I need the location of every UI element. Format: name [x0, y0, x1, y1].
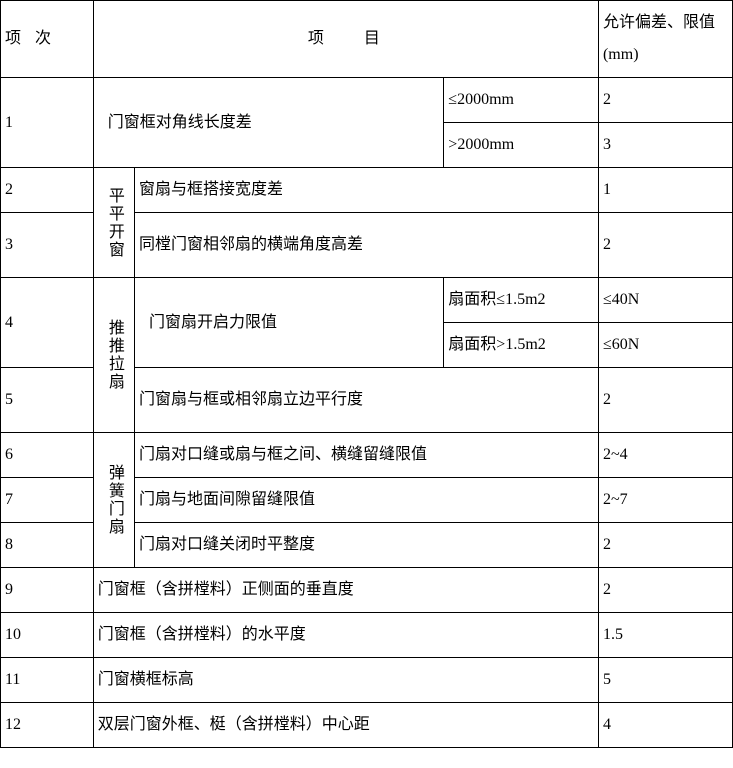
cell-value: 3 [598, 123, 732, 168]
header-item: 项目 [93, 1, 598, 78]
cell-sub: 扇面积≤1.5m2 [444, 278, 599, 323]
cell-value: 2 [598, 568, 732, 613]
cell-item: 门窗扇与框或相邻扇立边平行度 [135, 368, 599, 433]
cell-index: 3 [1, 213, 94, 278]
cell-value: 2 [598, 523, 732, 568]
cell-index: 11 [1, 658, 94, 703]
table-row: 1 门窗框对角线长度差 ≤2000mm 2 [1, 78, 733, 123]
cell-value: 2 [598, 78, 732, 123]
cell-value: ≤40N [598, 278, 732, 323]
header-tolerance-unit: (mm) [603, 46, 639, 63]
cell-item: 双层门窗外框、梃（含拼樘料）中心距 [93, 703, 598, 748]
group-label: 平平开窗 [93, 168, 134, 278]
cell-item: 门扇与地面间隙留缝限值 [135, 478, 599, 523]
table-row: 4 推推拉扇 门窗扇开启力限值 扇面积≤1.5m2 ≤40N [1, 278, 733, 323]
cell-item: 门扇对口缝关闭时平整度 [135, 523, 599, 568]
table-row: 12 双层门窗外框、梃（含拼樘料）中心距 4 [1, 703, 733, 748]
cell-index: 4 [1, 278, 94, 368]
table-row: 6 弹簧门扇 门扇对口缝或扇与框之间、横缝留缝限值 2~4 [1, 433, 733, 478]
header-tolerance: 允许偏差、限值 (mm) [598, 1, 732, 78]
cell-value: 5 [598, 658, 732, 703]
group-label: 推推拉扇 [93, 278, 134, 433]
table-row: 2 平平开窗 窗扇与框搭接宽度差 1 [1, 168, 733, 213]
cell-item: 门窗框（含拼樘料）的水平度 [93, 613, 598, 658]
cell-item: 门扇对口缝或扇与框之间、横缝留缝限值 [135, 433, 599, 478]
group-label-text: 弹簧门扇 [98, 464, 130, 536]
header-tolerance-label: 允许偏差、限值 [603, 14, 715, 31]
cell-index: 8 [1, 523, 94, 568]
cell-value: 1 [598, 168, 732, 213]
cell-item: 门窗扇开启力限值 [135, 278, 444, 368]
cell-index: 10 [1, 613, 94, 658]
cell-value: ≤60N [598, 323, 732, 368]
table-row: 11 门窗横框标高 5 [1, 658, 733, 703]
cell-index: 9 [1, 568, 94, 613]
cell-index: 2 [1, 168, 94, 213]
cell-index: 12 [1, 703, 94, 748]
cell-item: 门窗横框标高 [93, 658, 598, 703]
cell-sub: ≤2000mm [444, 78, 599, 123]
table-row: 9 门窗框（含拼樘料）正侧面的垂直度 2 [1, 568, 733, 613]
cell-value: 4 [598, 703, 732, 748]
cell-item: 窗扇与框搭接宽度差 [135, 168, 599, 213]
cell-index: 1 [1, 78, 94, 168]
group-label-text: 推推拉扇 [98, 319, 130, 391]
cell-value: 1.5 [598, 613, 732, 658]
cell-index: 6 [1, 433, 94, 478]
cell-value: 2~4 [598, 433, 732, 478]
tolerance-table: 项次 项目 允许偏差、限值 (mm) 1 门窗框对角线长度差 ≤2000mm 2… [0, 0, 733, 748]
cell-item: 门窗框（含拼樘料）正侧面的垂直度 [93, 568, 598, 613]
cell-value: 2 [598, 368, 732, 433]
cell-sub: >2000mm [444, 123, 599, 168]
cell-value: 2~7 [598, 478, 732, 523]
group-label-text: 平平开窗 [98, 187, 130, 259]
cell-item: 门窗框对角线长度差 [93, 78, 444, 168]
cell-index: 7 [1, 478, 94, 523]
cell-item: 同樘门窗相邻扇的横端角度高差 [135, 213, 599, 278]
header-index: 项次 [1, 1, 94, 78]
table-row: 10 门窗框（含拼樘料）的水平度 1.5 [1, 613, 733, 658]
cell-value: 2 [598, 213, 732, 278]
group-label: 弹簧门扇 [93, 433, 134, 568]
cell-index: 5 [1, 368, 94, 433]
table-header-row: 项次 项目 允许偏差、限值 (mm) [1, 1, 733, 78]
cell-sub: 扇面积>1.5m2 [444, 323, 599, 368]
